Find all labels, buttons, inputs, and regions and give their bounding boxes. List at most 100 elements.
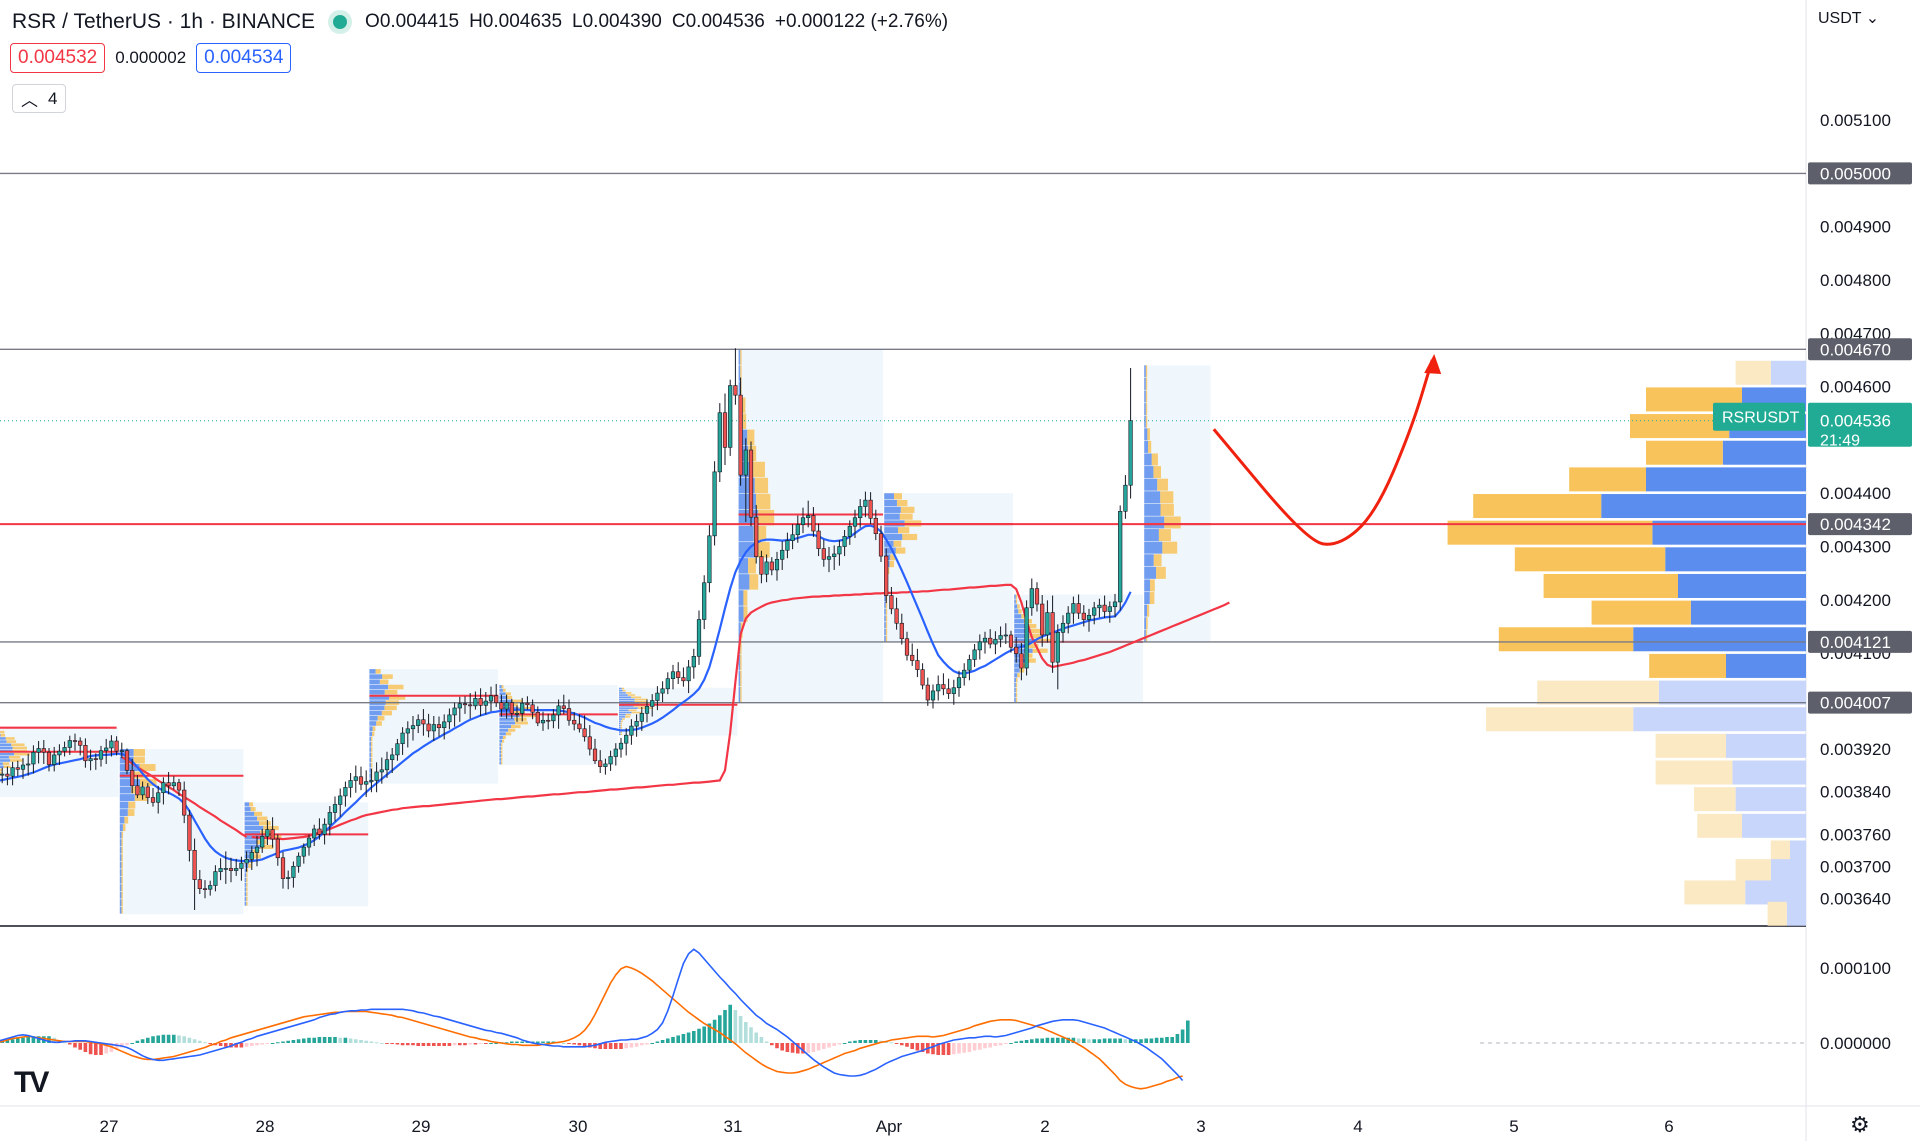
candle-body[interactable] xyxy=(130,770,135,787)
candle-body[interactable] xyxy=(1045,612,1050,636)
candle-body[interactable] xyxy=(1128,420,1133,486)
candle-body[interactable] xyxy=(644,706,650,714)
price-axis[interactable]: 0.0051000.0049000.0048000.0047000.004600… xyxy=(1713,111,1912,1053)
candle-body[interactable] xyxy=(390,754,395,761)
candle-body[interactable] xyxy=(530,704,535,713)
candle-body[interactable] xyxy=(83,745,88,762)
candle-body[interactable] xyxy=(743,449,748,476)
candle-body[interactable] xyxy=(691,655,696,668)
candle-body[interactable] xyxy=(889,595,894,610)
candle-body[interactable] xyxy=(587,736,592,750)
candle-body[interactable] xyxy=(46,751,52,765)
candle-body[interactable] xyxy=(915,660,920,670)
candle-body[interactable] xyxy=(878,533,884,557)
candle-body[interactable] xyxy=(592,748,598,762)
candle-body[interactable] xyxy=(722,412,728,448)
candle-body[interactable] xyxy=(504,702,509,710)
candle-body[interactable] xyxy=(717,412,722,473)
candle-body[interactable] xyxy=(296,855,301,867)
candle-body[interactable] xyxy=(733,385,738,396)
candle-body[interactable] xyxy=(379,769,384,773)
candle-body[interactable] xyxy=(993,638,998,645)
candle-body[interactable] xyxy=(982,637,988,643)
candle-body[interactable] xyxy=(62,747,67,752)
candle-body[interactable] xyxy=(598,760,603,767)
symbol-title[interactable]: RSR / TetherUS · 1h · BINANCE xyxy=(12,10,316,33)
candle-body[interactable] xyxy=(400,732,405,745)
candle-body[interactable] xyxy=(1060,622,1066,633)
candle-body[interactable] xyxy=(910,654,915,661)
candle-body[interactable] xyxy=(686,666,691,682)
candle-body[interactable] xyxy=(858,506,863,519)
candle-body[interactable] xyxy=(369,780,374,782)
candle-body[interactable] xyxy=(228,868,234,871)
candle-body[interactable] xyxy=(1076,603,1081,614)
candle-body[interactable] xyxy=(67,740,72,748)
candle-body[interactable] xyxy=(78,740,83,746)
level-price-tag[interactable] xyxy=(1808,513,1912,536)
candle-body[interactable] xyxy=(748,449,754,518)
candle-body[interactable] xyxy=(1024,607,1029,669)
candle-body[interactable] xyxy=(972,649,977,660)
candle-body[interactable] xyxy=(962,669,967,678)
candle-body[interactable] xyxy=(431,724,436,732)
candle-body[interactable] xyxy=(988,637,993,645)
candle-body[interactable] xyxy=(624,734,629,744)
candle-body[interactable] xyxy=(317,828,322,835)
level-price-tag[interactable] xyxy=(1808,162,1912,185)
candle-body[interactable] xyxy=(114,740,119,752)
candle-body[interactable] xyxy=(488,695,494,702)
candle-body[interactable] xyxy=(847,525,852,537)
candle-body[interactable] xyxy=(566,708,572,721)
candle-body[interactable] xyxy=(192,850,197,880)
candle-body[interactable] xyxy=(603,763,608,767)
candle-body[interactable] xyxy=(374,771,379,781)
candle-body[interactable] xyxy=(494,695,499,703)
candle-body[interactable] xyxy=(1107,606,1112,612)
candle-body[interactable] xyxy=(109,740,114,749)
candle-body[interactable] xyxy=(353,776,358,781)
candle-body[interactable] xyxy=(249,852,254,860)
candle-body[interactable] xyxy=(161,782,166,794)
candle-body[interactable] xyxy=(925,684,930,701)
candle-body[interactable] xyxy=(769,561,774,571)
candle-body[interactable] xyxy=(1112,601,1118,608)
candle-body[interactable] xyxy=(780,549,785,560)
buy-button[interactable]: 0.004534 xyxy=(196,43,292,73)
candle-body[interactable] xyxy=(301,846,306,857)
candle-body[interactable] xyxy=(5,773,10,777)
candle-body[interactable] xyxy=(72,740,78,742)
candle-body[interactable] xyxy=(10,767,15,777)
candle-body[interactable] xyxy=(98,750,104,760)
candle-body[interactable] xyxy=(358,776,364,785)
candle-body[interactable] xyxy=(93,758,98,760)
candle-body[interactable] xyxy=(213,871,218,886)
candle-body[interactable] xyxy=(577,723,582,730)
candle-body[interactable] xyxy=(1003,634,1008,637)
candle-body[interactable] xyxy=(218,868,223,872)
candle-body[interactable] xyxy=(764,561,769,575)
candle-body[interactable] xyxy=(457,703,462,709)
level-price-tag[interactable] xyxy=(1808,630,1912,653)
candle-body[interactable] xyxy=(556,705,561,716)
candle-body[interactable] xyxy=(629,725,634,736)
candle-body[interactable] xyxy=(254,846,260,853)
candle-body[interactable] xyxy=(1034,588,1040,605)
tradingview-logo[interactable]: TV xyxy=(14,1066,49,1100)
forecast-arrow[interactable] xyxy=(1212,353,1442,546)
candle-body[interactable] xyxy=(946,688,951,694)
candle-body[interactable] xyxy=(421,719,426,725)
candle-body[interactable] xyxy=(811,515,816,532)
indicators-toggle[interactable]: ︿ 4 xyxy=(12,84,67,113)
candle-body[interactable] xyxy=(312,828,317,839)
candle-body[interactable] xyxy=(306,837,312,848)
candle-body[interactable] xyxy=(1086,614,1092,620)
candle-body[interactable] xyxy=(572,719,577,725)
candle-body[interactable] xyxy=(176,782,182,791)
candle-body[interactable] xyxy=(348,780,353,788)
candle-body[interactable] xyxy=(1040,603,1045,636)
candle-body[interactable] xyxy=(478,698,483,706)
candle-body[interactable] xyxy=(150,797,156,803)
candle-body[interactable] xyxy=(696,619,702,657)
candle-body[interactable] xyxy=(275,838,280,859)
